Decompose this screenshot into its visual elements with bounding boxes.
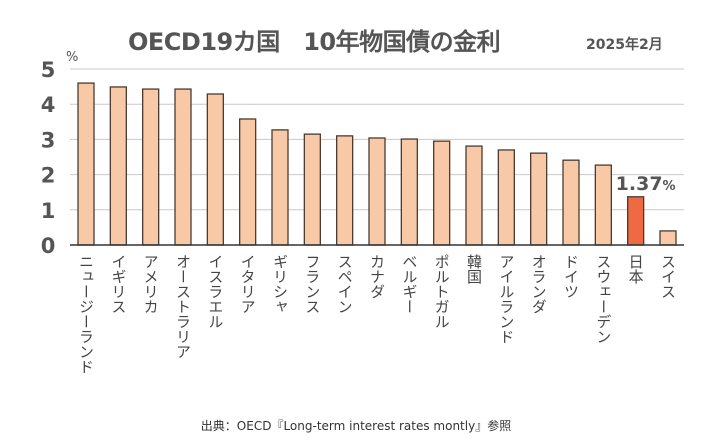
y-tick-label: 3 [41, 128, 56, 152]
bar-14 [530, 152, 548, 246]
bar-2 [142, 88, 160, 246]
bar-3 [174, 88, 192, 246]
category-label: カナダ [368, 254, 386, 299]
bar-10 [400, 138, 418, 246]
y-tick-label: 5 [41, 58, 56, 82]
bar-7 [303, 133, 321, 246]
bar-9 [368, 137, 386, 246]
bar-4 [206, 93, 224, 246]
bar-18 [659, 230, 677, 246]
bar-6 [271, 129, 289, 246]
bar-17 [627, 196, 645, 246]
bar-8 [336, 135, 354, 246]
category-label: オランダ [529, 254, 548, 314]
bar-12 [465, 145, 483, 246]
y-tick-label: 2 [41, 164, 56, 188]
y-tick-label: 4 [41, 93, 56, 117]
bar-11 [433, 140, 451, 246]
category-label: アイルランド [497, 254, 516, 344]
category-label: イタリア [238, 254, 257, 314]
y-axis-unit: % [66, 50, 79, 65]
chart-title: OECD19カ国 10年物国債の金利 [128, 28, 501, 56]
category-label: スイス [659, 254, 677, 299]
category-label: ニュージーランド [77, 254, 95, 374]
y-tick-label: 1 [41, 199, 56, 223]
category-label: フランス [303, 254, 322, 314]
category-label: 韓国 [465, 254, 483, 284]
category-label: ポルトガル [432, 254, 451, 329]
bar-13 [497, 149, 515, 246]
source-note: 出典：OECD『Long-term interest rates montly』… [200, 419, 512, 433]
chart-subtitle: 2025年2月 [586, 37, 663, 53]
category-label: アメリカ [141, 254, 160, 314]
bar-5 [239, 118, 257, 246]
category-label: 日本 [626, 254, 645, 284]
bar-1 [109, 86, 127, 246]
bar-15 [562, 159, 580, 246]
category-label: ドイツ [562, 254, 580, 299]
y-tick-label: 0 [41, 234, 56, 258]
category-label: ベルギー [400, 254, 419, 314]
bar-0 [77, 82, 95, 246]
category-label: スウェーデン [594, 254, 613, 344]
category-label: イスラエル [206, 254, 225, 329]
category-label: オーストラリア [174, 254, 192, 359]
category-label: スペイン [335, 254, 354, 314]
highlight-value-label: 1.37% [616, 173, 676, 195]
bar-16 [594, 164, 612, 246]
category-label: イギリス [109, 254, 128, 314]
category-label: ギリシャ [271, 254, 289, 314]
